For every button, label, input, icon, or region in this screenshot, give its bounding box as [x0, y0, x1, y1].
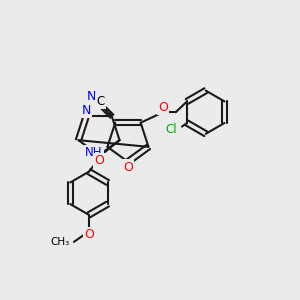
Text: O: O: [123, 161, 133, 174]
Text: NH: NH: [85, 146, 102, 159]
Text: O: O: [85, 229, 94, 242]
Text: C: C: [97, 94, 105, 107]
Text: Cl: Cl: [165, 123, 176, 136]
Text: O: O: [94, 154, 104, 167]
Text: N: N: [87, 90, 96, 103]
Text: N: N: [82, 104, 91, 117]
Text: O: O: [158, 100, 168, 114]
Text: CH₃: CH₃: [50, 237, 69, 247]
